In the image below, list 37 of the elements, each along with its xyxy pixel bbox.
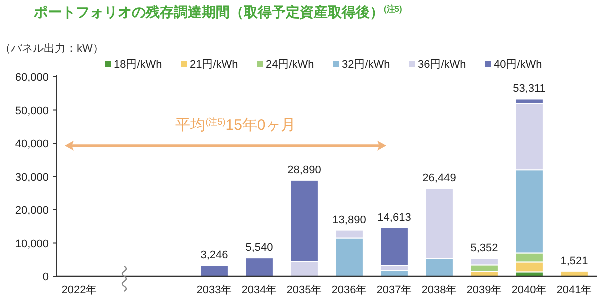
total-label: 53,311 [513,83,546,96]
total-label: 26,449 [422,172,456,185]
legend-label: 18円/kWh [114,59,162,71]
bar [245,258,274,277]
total-label: 1,521 [560,255,588,268]
x-tick-label: 2036年 [332,284,368,296]
x-tick-label: 2040年 [512,284,548,296]
x-tick-label: 2033年 [196,284,232,296]
x-tick-label: 2041年 [556,284,592,296]
x-tick-label: 2035年 [286,284,322,296]
legend-label: 32円/kWh [342,59,390,71]
bar [200,265,229,277]
total-label: 5,540 [246,242,274,254]
legend-label: 24円/kWh [266,59,314,71]
x-tick-label: 2034年 [242,284,278,296]
legend-label: 36円/kWh [418,59,466,71]
x-tick-label: 2038年 [422,284,458,296]
x-tick-label: 2022年 [62,284,98,296]
x-tick-label: 2037年 [376,284,412,296]
total-label: 13,890 [332,214,366,226]
total-label: 14,613 [378,212,412,224]
y-tick-label: 30,000 [15,172,49,184]
x-tick-label: 2039年 [466,284,502,296]
y-tick-label: 10,000 [15,238,49,250]
y-tick-label: 40,000 [15,138,49,150]
y-axis-title: （パネル出力：kW） [0,42,104,55]
total-label: 28,890 [288,164,322,176]
y-tick-label: 20,000 [15,205,49,217]
legend-label: 40円/kWh [494,59,542,71]
annotation: 平均$^{(注5)}$15年0ヶ月 [176,116,296,134]
y-tick-label: 0 [42,272,49,284]
total-label: 5,352 [470,242,498,255]
legend-label: 21円/kWh [190,59,238,71]
y-tick-label: 60,000 [15,72,49,84]
total-label: 3,246 [200,250,228,262]
chart-title: ポートフォリオの残存調達期間（取得予定資産取得後）$^{(注5)}$ [33,4,402,20]
y-tick-label: 50,000 [15,105,49,118]
